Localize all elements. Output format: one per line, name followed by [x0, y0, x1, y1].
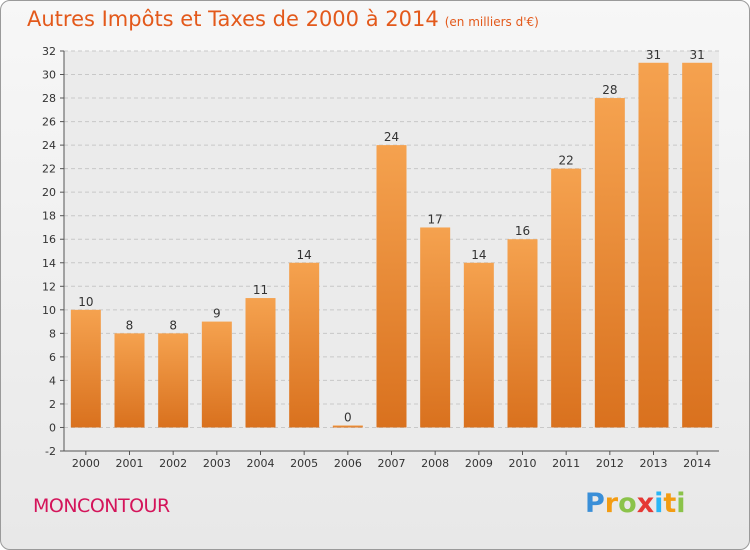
bar-2004: [245, 298, 276, 428]
bar-2005: [289, 262, 320, 428]
bar-2001: [114, 333, 145, 428]
bar-2008: [420, 227, 451, 428]
y-tick-label: 6: [49, 351, 56, 364]
bar-2010: [507, 239, 538, 428]
bar-2009: [463, 262, 494, 428]
y-tick-label: 32: [42, 45, 56, 58]
y-tick-label: 28: [42, 92, 56, 105]
logo-letter: x: [636, 488, 655, 519]
y-tick-label: 0: [49, 421, 56, 434]
y-tick-label: 26: [42, 116, 56, 129]
title-text: Autres Impôts et Taxes de 2000 à 2014: [27, 7, 439, 31]
data-label: 10: [78, 295, 93, 309]
bar-2012: [594, 98, 625, 428]
x-tick-label: 2000: [72, 457, 100, 470]
bar-2006: [332, 425, 363, 428]
x-tick-label: 2001: [116, 457, 144, 470]
data-label: 8: [169, 318, 177, 332]
bar-2014: [682, 62, 713, 428]
y-tick-label: 8: [49, 327, 56, 340]
bar-2003: [201, 321, 232, 428]
place-name: MONCONTOUR: [33, 495, 170, 517]
y-tick-label: 12: [42, 280, 56, 293]
x-tick-label: 2008: [421, 457, 449, 470]
data-label: 0: [344, 410, 352, 424]
logo-letter: i: [676, 488, 686, 519]
y-tick-label: 24: [42, 139, 56, 152]
data-label: 24: [384, 130, 399, 144]
proxiti-logo: Proxiti: [585, 488, 686, 519]
chart-title: Autres Impôts et Taxes de 2000 à 2014 (en…: [27, 7, 539, 31]
x-tick-label: 2005: [290, 457, 318, 470]
data-label: 14: [471, 248, 486, 262]
data-label: 16: [515, 224, 530, 238]
x-tick-label: 2013: [640, 457, 668, 470]
x-tick-label: 2011: [552, 457, 580, 470]
logo-letter: o: [618, 488, 637, 519]
bar-2011: [551, 168, 582, 428]
y-tick-label: 18: [42, 210, 56, 223]
data-label: 28: [602, 83, 617, 97]
data-label: 31: [690, 48, 705, 62]
logo-letter: t: [663, 488, 677, 519]
bar-2002: [158, 333, 189, 428]
data-label: 31: [646, 48, 661, 62]
y-tick-label: 20: [42, 186, 56, 199]
bar-2007: [376, 145, 407, 428]
logo-letter: r: [604, 488, 619, 519]
y-tick-label: 22: [42, 163, 56, 176]
data-label: 17: [428, 212, 443, 226]
data-label: 22: [559, 154, 574, 168]
data-label: 9: [213, 307, 221, 321]
y-tick-label: 2: [49, 398, 56, 411]
x-tick-label: 2012: [596, 457, 624, 470]
x-tick-label: 2003: [203, 457, 231, 470]
data-label: 8: [126, 318, 134, 332]
x-tick-label: 2007: [378, 457, 406, 470]
unit-note: (en milliers d'€): [444, 15, 539, 29]
x-tick-label: 2014: [683, 457, 711, 470]
y-tick-label: 4: [49, 374, 56, 387]
data-label: 14: [297, 248, 312, 262]
x-tick-label: 2009: [465, 457, 493, 470]
y-tick-label: 16: [42, 233, 56, 246]
logo-letter: i: [654, 488, 664, 519]
y-tick-label: 14: [42, 257, 56, 270]
bar-2000: [70, 309, 101, 428]
logo-letter: P: [585, 488, 605, 519]
x-tick-label: 2004: [247, 457, 275, 470]
bar-2013: [638, 62, 669, 428]
x-tick-label: 2006: [334, 457, 362, 470]
y-tick-label: -2: [45, 445, 56, 458]
y-tick-label: 10: [42, 304, 56, 317]
data-label: 11: [253, 283, 268, 297]
x-tick-label: 2002: [159, 457, 187, 470]
x-tick-label: 2010: [509, 457, 537, 470]
y-tick-label: 30: [42, 69, 56, 82]
